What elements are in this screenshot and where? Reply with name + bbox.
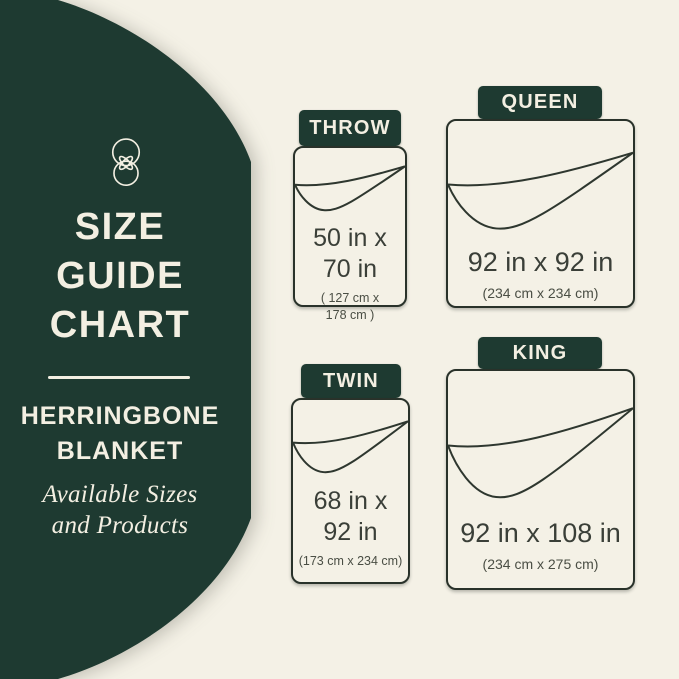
sidebar-arch-shape	[0, 0, 251, 679]
size-cm-line: ( 127 cm x	[320, 290, 380, 305]
folded-blanket-icon	[293, 400, 408, 482]
tagline: Available Sizes and Products	[5, 479, 235, 541]
size-cm-text: ( 127 cm x 178 cm )	[321, 290, 379, 324]
size-cm-line: (173 cm x 234 cm)	[298, 553, 403, 568]
size-tab-label: TWIN	[323, 369, 379, 392]
size-tab-label: KING	[512, 341, 568, 364]
folded-blanket-icon	[448, 371, 633, 514]
size-cm-line: 178 cm )	[325, 307, 375, 322]
size-inches-text: 92 in x 92 in	[468, 245, 614, 279]
tagline-line: Available Sizes	[42, 481, 198, 508]
subtitle-line: HERRINGBONE	[20, 402, 220, 430]
size-cm-text: (234 cm x 275 cm)	[483, 555, 599, 573]
size-tab-throw: THROW	[299, 110, 401, 146]
size-tab-queen: QUEEN	[478, 86, 602, 119]
size-cm-line: (234 cm x 234 cm)	[482, 285, 599, 302]
size-card-throw: 50 in x 70 in ( 127 cm x 178 cm )	[293, 146, 407, 322]
size-card-queen: 92 in x 92 in (234 cm x 234 cm)	[446, 119, 635, 308]
size-card-twin: 68 in x 92 in (173 cm x 234 cm)	[291, 398, 410, 584]
size-tab-label: THROW	[309, 116, 391, 139]
size-in-line: 50 in x	[313, 223, 387, 252]
size-in-line: 92 in	[323, 517, 378, 546]
size-tab-twin: TWIN	[301, 364, 401, 398]
size-inches-text: 50 in x 70 in	[313, 223, 387, 285]
size-inches-text: 68 in x 92 in	[314, 486, 388, 548]
size-in-line: 92 in x 92 in	[467, 247, 614, 278]
subtitle-line: BLANKET	[56, 437, 184, 465]
folded-blanket-icon	[448, 121, 633, 243]
size-cm-text: (173 cm x 234 cm)	[299, 553, 403, 570]
sidebar-panel: SIZE GUIDE CHART HERRINGBONE BLANKET Ava…	[0, 0, 256, 679]
size-in-line: 70 in	[322, 254, 378, 283]
size-tab-label: QUEEN	[501, 91, 579, 113]
size-inches-text: 92 in x 108 in	[460, 516, 621, 550]
size-in-line: 68 in x	[313, 486, 388, 515]
size-cm-line: (234 cm x 275 cm)	[482, 556, 599, 573]
page-title: SIZE GUIDE CHART	[5, 203, 235, 350]
title-line: GUIDE	[56, 255, 184, 297]
size-card-king: 92 in x 108 in (234 cm x 275 cm)	[446, 369, 635, 590]
tagline-line: and Products	[51, 512, 189, 539]
title-line: CHART	[49, 304, 191, 346]
title-divider	[48, 376, 190, 379]
size-cm-text: (234 cm x 234 cm)	[483, 284, 599, 302]
size-tab-king: KING	[478, 337, 602, 369]
title-line: SIZE	[74, 206, 166, 248]
brand-flower-icon	[111, 138, 141, 187]
product-subtitle: HERRINGBONE BLANKET	[5, 399, 235, 469]
size-in-line: 92 in x 108 in	[460, 518, 621, 549]
folded-blanket-icon	[295, 148, 405, 219]
